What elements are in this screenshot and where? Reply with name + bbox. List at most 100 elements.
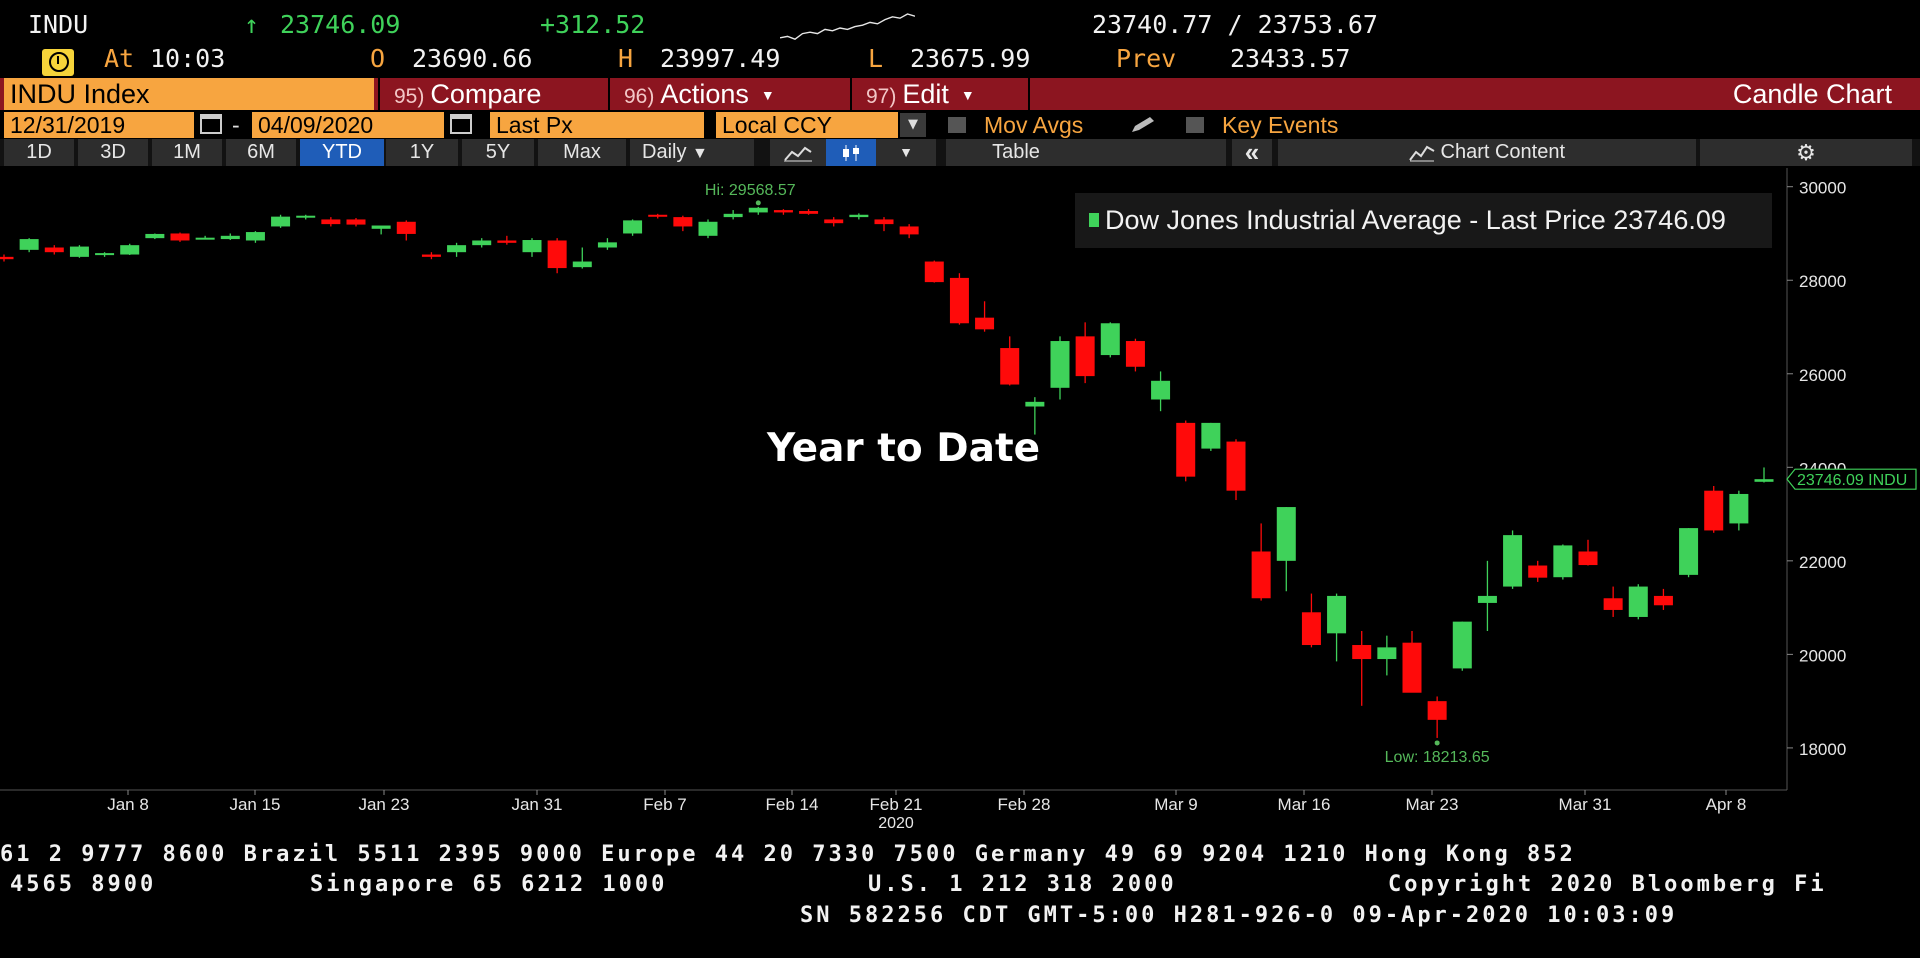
compare-number: 95) xyxy=(394,85,425,108)
calendar-icon[interactable] xyxy=(450,114,472,134)
last-price: 23746.09 xyxy=(280,10,401,39)
candle-up xyxy=(245,232,265,241)
y-tick-label: 28000 xyxy=(1799,272,1846,291)
key-events-checkbox[interactable] xyxy=(1186,117,1204,133)
candle-up xyxy=(69,246,89,257)
x-tick-label: Mar 9 xyxy=(1154,795,1197,814)
low-annotation: Low: 18213.65 xyxy=(1385,749,1490,766)
period-6m-button[interactable]: 6M xyxy=(226,139,296,166)
bid-ask: 23740.77 / 23753.67 xyxy=(1092,10,1378,39)
candle-down xyxy=(346,219,366,225)
candle-up xyxy=(1276,507,1296,561)
candle-up xyxy=(1628,586,1648,617)
chevron-down-icon: ▼ xyxy=(692,145,708,162)
period-5y-button[interactable]: 5Y xyxy=(462,139,534,166)
start-date-field[interactable]: 12/31/2019 xyxy=(4,112,194,138)
x-tick-label: Apr 8 xyxy=(1706,795,1747,814)
compare-button[interactable]: 95) Compare xyxy=(378,78,606,110)
period-max-button[interactable]: Max xyxy=(538,139,626,166)
candle-down xyxy=(0,256,14,260)
actions-button[interactable]: 96) Actions ▼ xyxy=(608,78,848,110)
candle-up xyxy=(271,216,291,227)
footer-copyright: Copyright 2020 Bloomberg Fi xyxy=(1388,872,1827,897)
candle-down xyxy=(421,254,441,257)
candle-down xyxy=(773,210,793,213)
divider xyxy=(1028,78,1030,110)
security-field[interactable]: INDU Index xyxy=(4,78,374,110)
collapse-icon[interactable]: « xyxy=(1232,139,1272,166)
x-tick-label: Jan 8 xyxy=(107,795,149,814)
footer-session-info: SN 582256 CDT GMT-5:00 H281-926-0 09-Apr… xyxy=(800,903,1678,928)
candle-chart-icon[interactable] xyxy=(826,139,876,166)
low-marker xyxy=(1434,740,1440,746)
actions-label: Actions xyxy=(660,79,749,109)
high-marker xyxy=(755,200,761,206)
candle-up xyxy=(472,240,492,246)
gear-icon[interactable]: ⚙ xyxy=(1700,139,1912,166)
footer-contacts-line1: 61 2 9777 8600 Brazil 5511 2395 9000 Eur… xyxy=(0,842,1576,867)
currency-select[interactable]: Local CCY xyxy=(716,112,898,138)
end-date-field[interactable]: 04/09/2020 xyxy=(252,112,444,138)
candle-down xyxy=(1578,551,1598,566)
candle-down xyxy=(673,217,693,227)
candle-down xyxy=(1402,642,1422,693)
candle-down xyxy=(1528,565,1548,578)
candle-down xyxy=(924,261,944,283)
candle-down xyxy=(1301,612,1321,646)
key-events-label[interactable]: Key Events xyxy=(1222,112,1339,138)
x-year-label: 2020 xyxy=(878,815,914,828)
candle-up xyxy=(748,207,768,213)
table-button[interactable]: Table xyxy=(946,139,1086,166)
speedometer-icon[interactable] xyxy=(42,49,74,76)
edit-label: Edit xyxy=(902,79,949,109)
mov-avgs-checkbox[interactable] xyxy=(948,117,966,133)
period-1m-button[interactable]: 1M xyxy=(152,139,222,166)
overlay-title: Year to Date xyxy=(766,426,1040,471)
line-chart-icon[interactable] xyxy=(770,139,826,166)
period-1y-button[interactable]: 1Y xyxy=(386,139,458,166)
period-ytd-button[interactable]: YTD xyxy=(300,139,384,166)
date-dash: - xyxy=(232,112,240,138)
legend-box: Dow Jones Industrial Average - Last Pric… xyxy=(1075,193,1772,248)
price-field-select[interactable]: Last Px xyxy=(490,112,704,138)
candle-down xyxy=(44,247,64,253)
footer-us: U.S. 1 212 318 2000 xyxy=(868,872,1177,897)
candle-up xyxy=(1754,479,1774,482)
quote-time: 10:03 xyxy=(150,44,226,73)
x-tick-label: Feb 28 xyxy=(998,795,1051,814)
candle-down xyxy=(547,240,567,269)
annotations: Hi: 29568.57 Low: 18213.65 23746.09 INDU xyxy=(705,182,1917,766)
period-1d-button[interactable]: 1D xyxy=(4,139,74,166)
candle-up xyxy=(296,215,316,218)
candle-down xyxy=(1000,348,1020,385)
pencil-icon[interactable] xyxy=(1130,116,1156,134)
y-tick-label: 30000 xyxy=(1799,179,1846,198)
sparkline-line xyxy=(780,13,915,40)
chevron-down-icon: ▼ xyxy=(760,87,775,103)
candle-up xyxy=(1025,401,1045,407)
candle-chart[interactable]: 18000200002200024000260002800030000 Jan … xyxy=(0,168,1920,828)
edit-button[interactable]: 97) Edit ▼ xyxy=(850,78,1026,110)
frequency-label: Daily xyxy=(642,141,687,163)
mov-avgs-label[interactable]: Mov Avgs xyxy=(984,112,1084,138)
open-label: O xyxy=(370,44,386,73)
frequency-select[interactable]: Daily ▼ xyxy=(630,139,754,166)
candle-down xyxy=(321,219,341,225)
period-3d-button[interactable]: 3D xyxy=(78,139,148,166)
candle-up xyxy=(1503,535,1523,587)
prev-label: Prev xyxy=(1116,44,1177,73)
candle-up xyxy=(120,245,140,255)
candle-up xyxy=(1477,595,1497,603)
candle-down xyxy=(1352,645,1372,660)
chevron-down-icon[interactable]: ▼ xyxy=(900,113,926,137)
candle-up xyxy=(1327,595,1347,634)
actions-number: 96) xyxy=(624,85,655,108)
candle-up xyxy=(572,261,592,268)
candle-up xyxy=(597,242,617,248)
high-value: 23997.49 xyxy=(660,44,781,73)
chevron-down-icon[interactable]: ▼ xyxy=(876,139,936,166)
calendar-icon[interactable] xyxy=(200,114,222,134)
high-annotation: Hi: 29568.57 xyxy=(705,182,796,199)
chart-content-button[interactable]: Chart Content xyxy=(1278,139,1696,166)
candle-down xyxy=(1704,490,1724,531)
